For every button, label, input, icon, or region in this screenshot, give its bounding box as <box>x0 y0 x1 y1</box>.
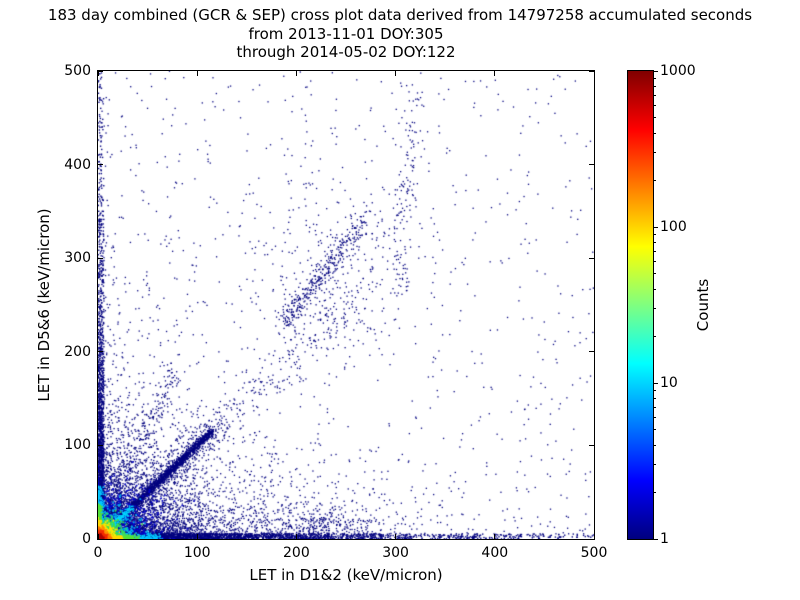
y-tick-mark <box>98 351 103 353</box>
y-axis-label: LET in D5&6 (keV/micron) <box>35 208 53 402</box>
y-tick-mark <box>98 538 103 540</box>
colorbar-minor-tick-mark <box>654 308 656 310</box>
x-tick-label: 100 <box>183 545 211 561</box>
colorbar-tick-mark <box>654 70 658 72</box>
colorbar-tick-label: 1 <box>660 531 669 547</box>
colorbar-tick-mark <box>654 382 658 384</box>
colorbar-tick-label: 10 <box>660 375 678 391</box>
colorbar-minor-tick-mark <box>654 77 656 79</box>
y-tick-mark <box>98 444 103 446</box>
x-tick-mark <box>395 534 397 539</box>
x-tick-mark <box>593 71 595 76</box>
y-tick-mark <box>98 257 103 259</box>
y-tick-mark <box>98 164 103 166</box>
x-tick-mark <box>97 534 99 539</box>
colorbar <box>627 70 654 540</box>
y-tick-mark <box>589 257 594 259</box>
y-tick-label: 400 <box>64 156 91 173</box>
x-tick-label: 300 <box>382 545 409 561</box>
colorbar-minor-tick-mark <box>654 491 656 493</box>
scatter-canvas <box>98 71 594 539</box>
colorbar-minor-tick-mark <box>654 250 656 252</box>
x-tick-label: 200 <box>283 545 310 561</box>
y-tick-label: 200 <box>64 343 91 360</box>
colorbar-label: Counts <box>694 278 712 332</box>
x-tick-mark <box>196 71 198 76</box>
colorbar-minor-tick-mark <box>654 464 656 466</box>
colorbar-minor-tick-mark <box>654 288 656 290</box>
y-tick-mark <box>589 538 594 540</box>
colorbar-minor-tick-mark <box>654 273 656 275</box>
colorbar-minor-tick-mark <box>654 397 656 399</box>
y-tick-mark <box>589 70 594 72</box>
y-tick-mark <box>98 70 103 72</box>
x-tick-mark <box>494 71 496 76</box>
colorbar-minor-tick-mark <box>654 241 656 243</box>
colorbar-gradient <box>628 71 653 539</box>
plot-area <box>97 70 595 540</box>
chart-subtitle-through: through 2014-05-02 DOY:122 <box>236 43 456 61</box>
x-tick-label: 500 <box>580 545 608 561</box>
y-tick-label: 100 <box>64 437 91 454</box>
colorbar-minor-tick-mark <box>654 85 656 87</box>
colorbar-minor-tick-mark <box>654 261 656 263</box>
x-tick-mark <box>295 534 297 539</box>
colorbar-minor-tick-mark <box>654 152 656 154</box>
y-tick-label: 500 <box>64 63 91 79</box>
x-axis-label: LET in D1&2 (keV/micron) <box>249 566 443 584</box>
x-tick-mark <box>295 71 297 76</box>
chart-title: 183 day combined (GCR & SEP) cross plot … <box>47 6 753 24</box>
colorbar-tick-mark <box>654 538 658 540</box>
colorbar-minor-tick-mark <box>654 233 656 235</box>
x-tick-mark <box>196 534 198 539</box>
x-tick-mark <box>593 534 595 539</box>
x-tick-label: 0 <box>93 545 103 561</box>
x-tick-label: 400 <box>481 545 509 561</box>
y-tick-label: 300 <box>64 250 91 267</box>
y-tick-label: 0 <box>82 531 91 547</box>
colorbar-minor-tick-mark <box>654 179 656 181</box>
y-tick-mark <box>589 444 594 446</box>
colorbar-minor-tick-mark <box>654 417 656 419</box>
colorbar-minor-tick-mark <box>654 389 656 391</box>
colorbar-tick-label: 1000 <box>660 63 696 79</box>
y-tick-mark <box>589 164 594 166</box>
colorbar-minor-tick-mark <box>654 117 656 119</box>
colorbar-minor-tick-mark <box>654 132 656 134</box>
x-tick-mark <box>494 534 496 539</box>
colorbar-tick-label: 100 <box>660 219 687 235</box>
colorbar-minor-tick-mark <box>654 406 656 408</box>
y-tick-mark <box>589 351 594 353</box>
colorbar-minor-tick-mark <box>654 335 656 337</box>
colorbar-minor-tick-mark <box>654 444 656 446</box>
colorbar-minor-tick-mark <box>654 429 656 431</box>
colorbar-minor-tick-mark <box>654 94 656 96</box>
colorbar-minor-tick-mark <box>654 105 656 107</box>
colorbar-tick-mark <box>654 226 658 228</box>
x-tick-mark <box>395 71 397 76</box>
x-tick-mark <box>97 71 99 76</box>
chart-subtitle-from: from 2013-11-01 DOY:305 <box>248 25 444 43</box>
